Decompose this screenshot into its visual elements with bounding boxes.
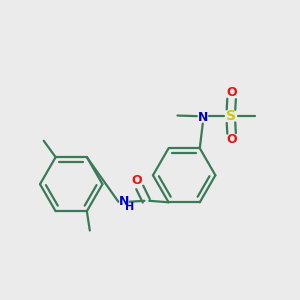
Text: O: O [131, 174, 142, 188]
Text: H: H [125, 202, 135, 212]
Text: O: O [226, 86, 237, 100]
Text: S: S [226, 109, 236, 123]
Text: O: O [226, 133, 237, 146]
Text: N: N [119, 195, 129, 208]
Text: N: N [198, 110, 208, 124]
